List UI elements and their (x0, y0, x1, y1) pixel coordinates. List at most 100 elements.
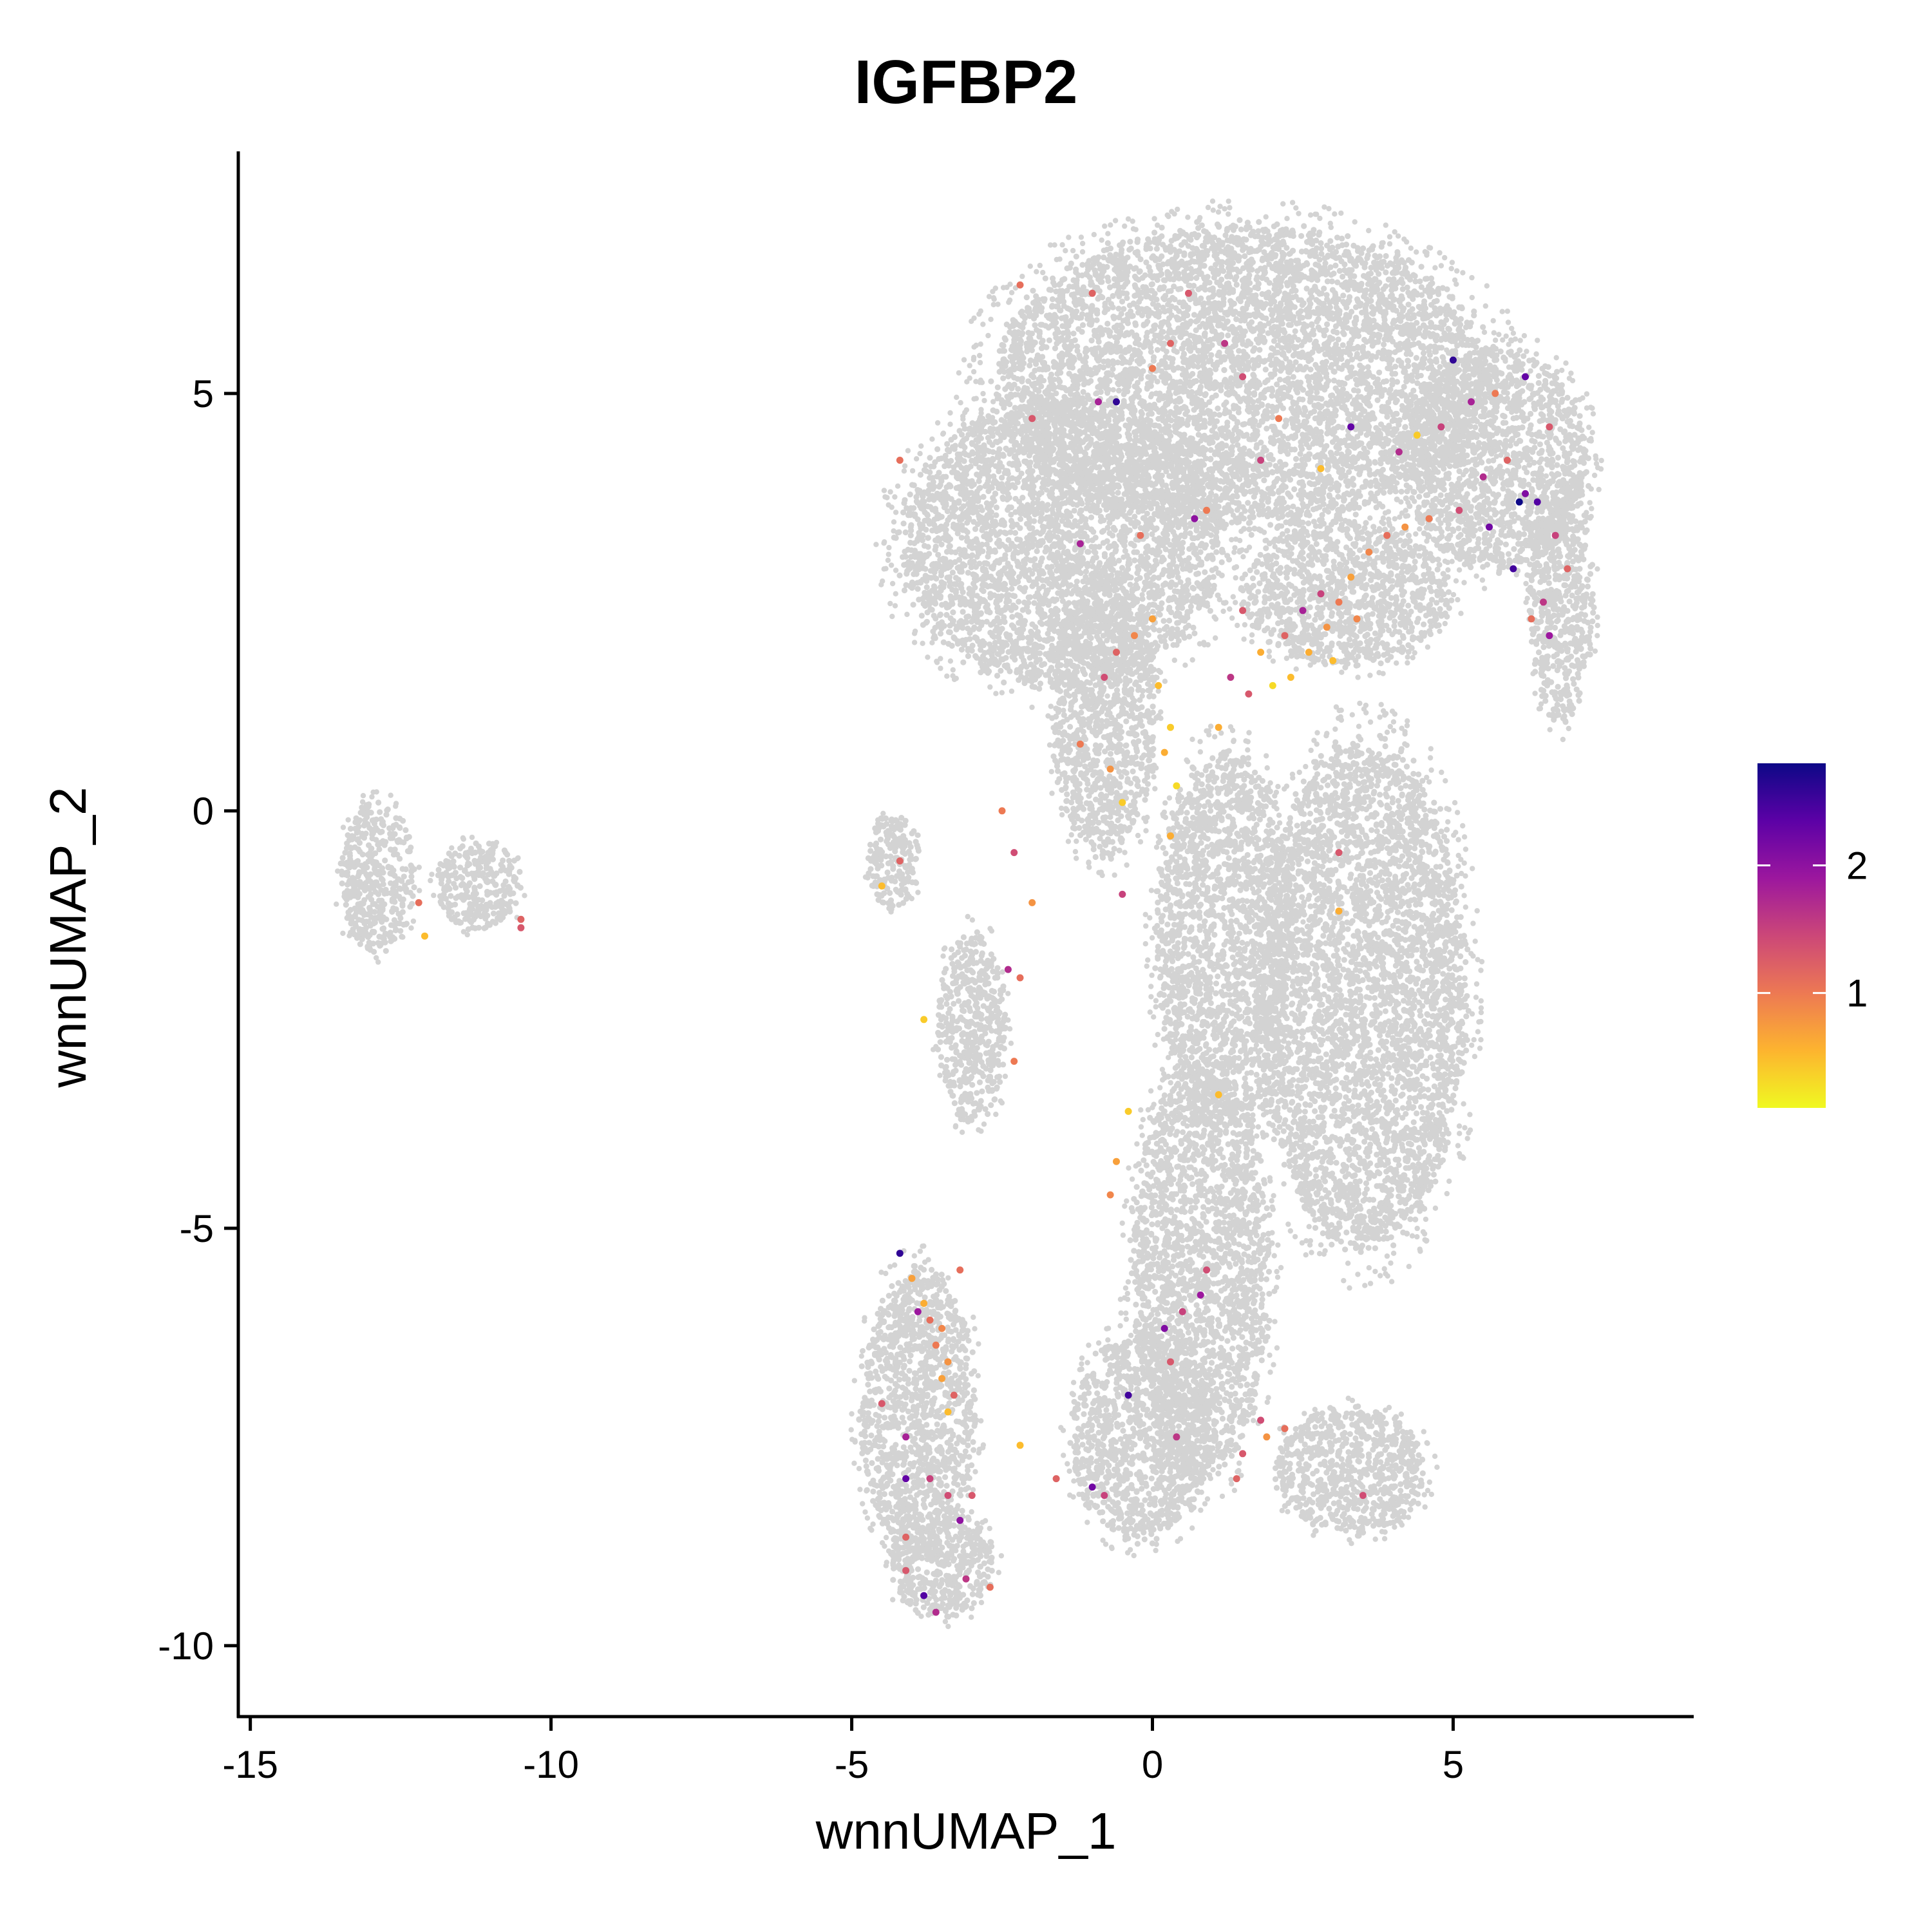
background-cell (1221, 367, 1227, 373)
background-cell (1004, 321, 1010, 327)
background-cell (1378, 435, 1384, 441)
background-cell (1324, 321, 1330, 327)
background-cell (1238, 318, 1244, 323)
background-cell (1316, 272, 1321, 278)
chart-title: IGFBP2 (855, 48, 1078, 117)
background-cell (1180, 385, 1186, 390)
background-cell (1463, 324, 1469, 330)
background-cell (1368, 281, 1374, 287)
background-cell (1373, 425, 1379, 431)
background-cell (1406, 301, 1412, 307)
background-cell (1216, 224, 1222, 230)
background-cell (1471, 312, 1477, 318)
background-cell (1366, 424, 1372, 430)
background-cell (1246, 436, 1252, 442)
background-cell (1347, 352, 1353, 357)
background-cell (1251, 312, 1256, 318)
background-cell (1153, 423, 1159, 428)
background-cell (1435, 291, 1441, 297)
background-cell (1143, 246, 1149, 252)
background-cell (1410, 306, 1416, 312)
background-cell (1119, 299, 1125, 305)
background-cell (1395, 435, 1401, 441)
background-cell (1354, 381, 1360, 387)
background-cell (1316, 229, 1322, 235)
background-cell (1312, 481, 1318, 487)
background-cell (1246, 520, 1252, 526)
background-cell (1242, 253, 1247, 259)
background-cell (1233, 274, 1239, 280)
background-cell (1433, 356, 1439, 362)
background-cell (1052, 282, 1057, 288)
background-cell (1154, 246, 1160, 252)
background-cell (1238, 298, 1244, 304)
background-cell (1180, 341, 1186, 347)
background-cell (1233, 500, 1238, 506)
background-cell (1387, 409, 1393, 415)
background-cell (1000, 376, 1006, 381)
background-cell (1306, 233, 1312, 238)
background-cell (1169, 238, 1175, 243)
background-cell (1211, 234, 1217, 240)
background-cell (1347, 491, 1352, 497)
background-cell (1364, 255, 1370, 261)
background-cell (1186, 346, 1192, 352)
background-cell (1417, 278, 1423, 284)
background-cell (1011, 375, 1017, 381)
background-cell (1192, 340, 1198, 346)
background-cell (1314, 277, 1320, 283)
background-cell (1121, 391, 1127, 397)
background-cell (1242, 433, 1247, 439)
background-cell (1221, 402, 1227, 408)
background-cell (1244, 386, 1250, 392)
background-cell (1256, 347, 1262, 353)
background-cell (1309, 321, 1314, 327)
background-cell (1331, 377, 1337, 383)
background-cell (1001, 343, 1007, 348)
background-cell (1390, 463, 1396, 469)
background-cell (1392, 284, 1397, 290)
background-cell (1340, 342, 1346, 348)
background-cell (1043, 323, 1048, 329)
background-cell (1301, 327, 1307, 333)
background-cell (1294, 428, 1300, 433)
background-cell (1079, 262, 1085, 268)
background-cell (1416, 311, 1422, 317)
background-cell (1355, 388, 1361, 394)
background-cell (1347, 412, 1352, 417)
background-cell (1316, 291, 1322, 297)
background-cell (1347, 368, 1353, 374)
background-cell (1380, 467, 1386, 473)
background-cell (1186, 260, 1192, 266)
background-cell (1184, 265, 1189, 271)
background-cell (1301, 223, 1307, 229)
background-cell (1337, 268, 1343, 274)
background-cell (1053, 303, 1059, 309)
background-cell (1278, 443, 1283, 449)
background-cell (1402, 424, 1408, 430)
background-cell (1195, 348, 1201, 354)
background-cell (997, 369, 1003, 375)
background-cell (1095, 367, 1101, 373)
background-cell (1251, 494, 1257, 500)
background-cell (1283, 448, 1289, 453)
background-cell (1298, 233, 1304, 239)
background-cell (1388, 294, 1394, 300)
background-cell (1247, 489, 1253, 495)
background-cell (1083, 271, 1089, 276)
background-cell (1332, 345, 1338, 351)
background-cell (1321, 285, 1327, 291)
background-cell (1074, 254, 1079, 260)
background-cell (1021, 360, 1027, 366)
background-cell (1173, 386, 1179, 392)
background-cell (1277, 377, 1283, 383)
background-cell (1475, 338, 1481, 343)
background-cell (1388, 366, 1394, 372)
background-cell (988, 378, 994, 384)
background-cell (1293, 329, 1298, 334)
background-cell (1262, 379, 1268, 385)
background-cell (1158, 324, 1164, 330)
background-cell (1201, 421, 1207, 426)
background-cell (1218, 495, 1224, 501)
background-cell (1133, 373, 1139, 379)
